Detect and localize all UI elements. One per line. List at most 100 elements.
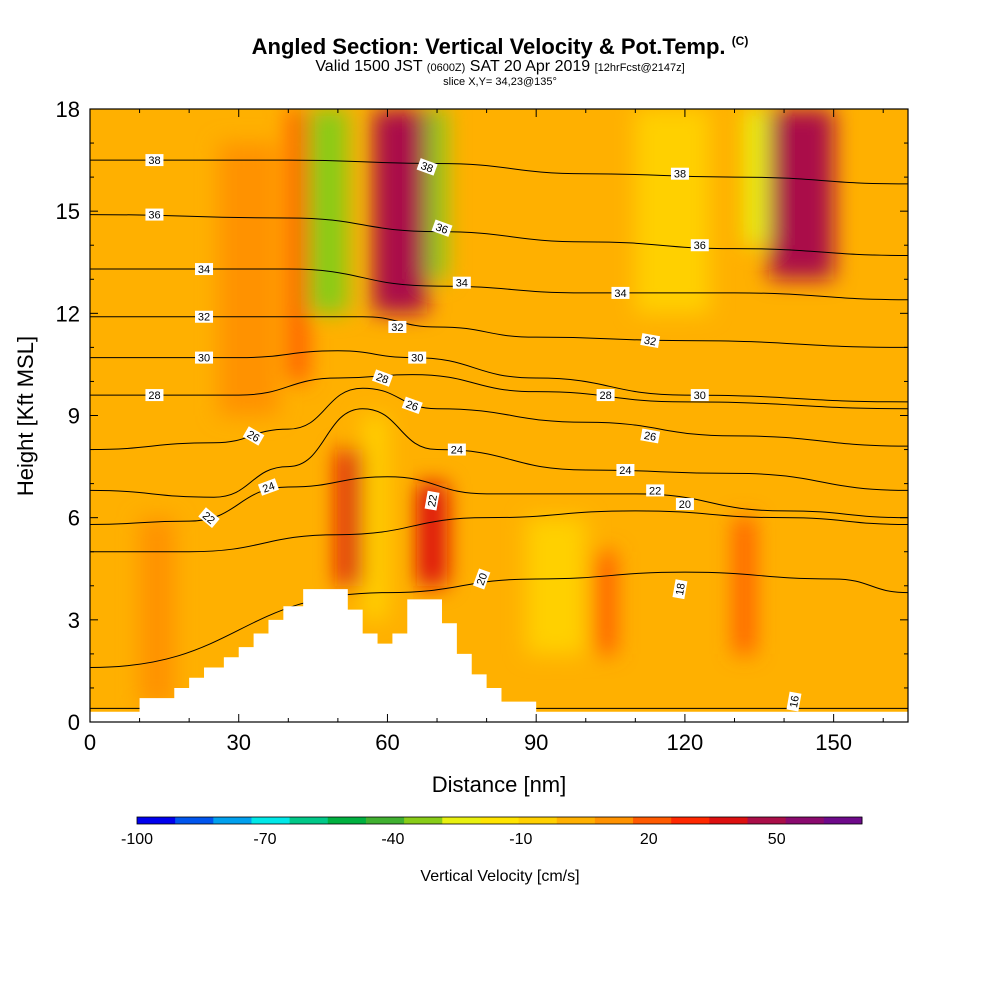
contour-label: 22 — [424, 490, 440, 511]
contour-label-text: 24 — [261, 480, 277, 495]
contour-label: 26 — [242, 426, 265, 446]
y-tick-label: 3 — [68, 608, 80, 633]
x-tick-label: 0 — [84, 730, 96, 755]
contour-label-text: 22 — [426, 494, 440, 508]
contour-label: 32 — [640, 333, 661, 349]
contour-label-text: 28 — [148, 390, 160, 402]
colorbar-tick-label: -40 — [381, 831, 404, 848]
contour-label: 20 — [675, 498, 694, 511]
contour-label: 30 — [690, 389, 709, 402]
velocity-cell — [288, 109, 309, 382]
contour-label: 36 — [431, 219, 453, 237]
contour-label-text: 38 — [148, 155, 160, 167]
contour-label-text: 26 — [404, 398, 420, 413]
colorbar-swatch — [175, 817, 214, 824]
terrain — [90, 589, 908, 722]
colorbar-swatch — [442, 817, 481, 824]
colorbar-swatch — [404, 817, 443, 824]
contour-label: 26 — [401, 396, 423, 414]
contour-label-text: 28 — [599, 390, 611, 402]
chart-title: Angled Section: Vertical Velocity & Pot.… — [0, 34, 1000, 60]
colorbar-label: Vertical Velocity [cm/s] — [420, 868, 579, 885]
copyright-mark: (C) — [731, 34, 749, 48]
colorbar-swatch — [556, 817, 596, 824]
colorbar-swatch — [633, 817, 672, 824]
velocity-cell — [526, 517, 586, 654]
contour-label-text: 30 — [411, 353, 423, 365]
velocity-cell — [769, 109, 834, 280]
x-tick-label: 150 — [815, 730, 852, 755]
contour-label: 36 — [145, 208, 164, 222]
valid-time-text: Valid 1500 JST — [315, 58, 423, 75]
contour-label-text: 28 — [374, 371, 390, 386]
contour-label-text: 32 — [198, 312, 210, 324]
contour-label-text: 36 — [694, 240, 706, 252]
velocity-cell — [139, 517, 175, 705]
contour-label: 30 — [408, 351, 427, 365]
contour-label-text: 30 — [694, 390, 706, 402]
contour-label: 24 — [257, 478, 279, 496]
colorbar-tick-label: -70 — [253, 831, 276, 848]
contour-line-38 — [90, 159, 908, 185]
colorbar-swatch — [709, 817, 749, 824]
contour-label: 38 — [670, 167, 689, 181]
velocity-cell — [362, 415, 388, 620]
contour-line-32 — [90, 316, 908, 348]
valid-date-text: SAT 20 Apr 2019 — [469, 58, 591, 75]
contour-label: 28 — [145, 389, 164, 402]
colorbar-swatch — [594, 817, 634, 824]
forecast-info-text: [12hrFcst@2147z] — [594, 62, 685, 74]
colorbar-swatch — [480, 817, 520, 824]
contour-label: 26 — [640, 428, 661, 444]
colorbar-frame — [136, 816, 863, 825]
contour-line-24 — [90, 408, 908, 498]
contour-label: 22 — [646, 484, 665, 497]
velocity-cell — [595, 551, 616, 654]
contour-label-text: 26 — [643, 430, 657, 444]
y-tick-label: 12 — [56, 301, 80, 326]
contour-label-text: 24 — [451, 445, 463, 457]
colorbar-tick-label: -100 — [121, 831, 153, 848]
contour-label-text: 20 — [679, 499, 691, 511]
colorbar-swatch — [823, 817, 863, 824]
contour-label: 24 — [616, 463, 635, 477]
contour-line-36 — [90, 214, 908, 256]
contour-label-text: 38 — [419, 160, 435, 175]
colorbar-swatch — [365, 817, 405, 824]
y-tick-label: 6 — [68, 506, 80, 531]
colorbar-tick-label: -10 — [509, 831, 532, 848]
x-tick-label: 120 — [667, 730, 704, 755]
contour-line-20 — [90, 510, 908, 553]
contour-label-text: 24 — [619, 465, 631, 477]
contour-label: 34 — [611, 286, 630, 300]
colorbar-tick-label: 20 — [640, 831, 658, 848]
contour-line-28 — [90, 374, 908, 410]
contour-line-26 — [90, 387, 908, 451]
contour-label: 16 — [786, 691, 802, 712]
contour-label-text: 26 — [245, 429, 262, 446]
contour-label: 36 — [690, 239, 709, 252]
colorbar-swatch — [327, 817, 367, 824]
velocity-cell — [427, 109, 447, 280]
y-tick-label: 9 — [68, 404, 80, 429]
contour-label-text: 36 — [434, 221, 450, 236]
colorbar-swatch — [518, 817, 558, 824]
y-tick-label: 15 — [56, 199, 80, 224]
contour-line-34 — [90, 268, 908, 301]
contour-label: 20 — [472, 568, 491, 590]
y-axis-label: Height [Kft MSL] — [13, 336, 38, 496]
contour-label: 32 — [388, 320, 407, 334]
colorbar-swatch — [213, 817, 252, 824]
contour-label: 30 — [195, 351, 214, 365]
contour-label-text: 20 — [475, 572, 490, 588]
contour-label-text: 34 — [198, 264, 210, 276]
velocity-field — [139, 109, 834, 705]
contour-label-text: 34 — [614, 288, 626, 300]
contour-label-text: 32 — [391, 322, 403, 334]
contour-label: 28 — [596, 389, 615, 402]
valid-utc-text: (0600Z) — [426, 62, 466, 74]
contour-label: 38 — [416, 158, 438, 176]
colorbar-swatch — [251, 817, 291, 824]
velocity-cell — [218, 143, 279, 416]
